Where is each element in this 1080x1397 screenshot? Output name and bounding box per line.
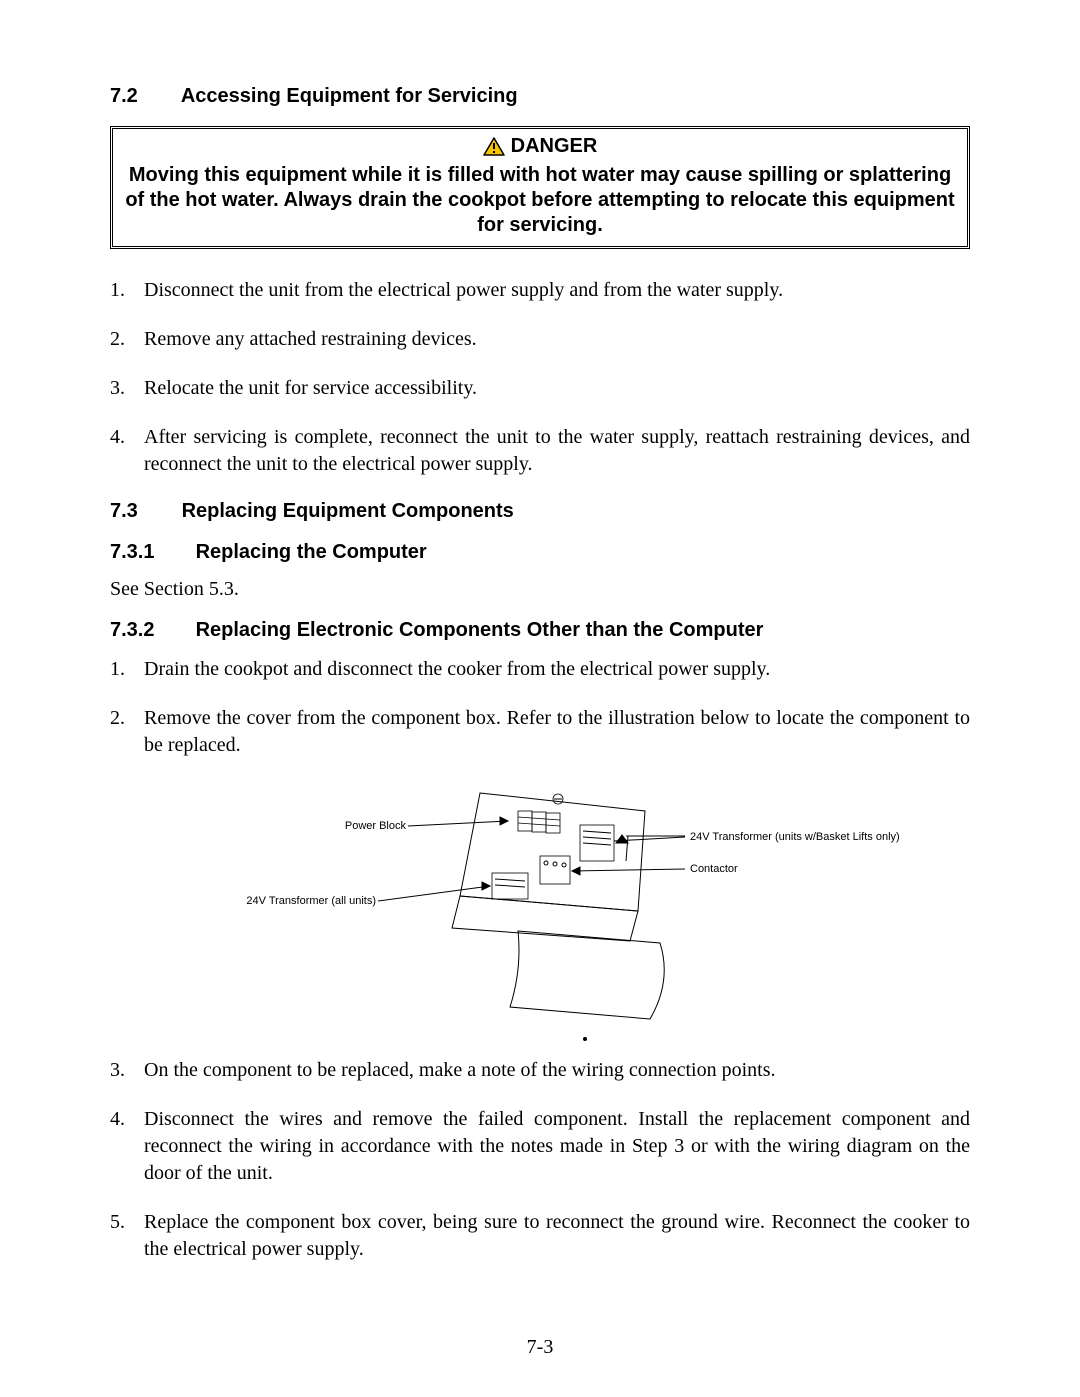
list-item: 3.On the component to be replaced, make … [110, 1057, 970, 1084]
page-number: 7-3 [0, 1336, 1080, 1359]
heading-7-3: 7.3 Replacing Equipment Components [110, 500, 970, 523]
steps-7-3-2-a: 1.Drain the cookpot and disconnect the c… [110, 656, 970, 759]
heading-7-3-number: 7.3 [110, 500, 176, 523]
heading-7-3-title: Replacing Equipment Components [182, 500, 514, 522]
heading-7-2: 7.2 Accessing Equipment for Servicing [110, 85, 970, 108]
label-transformer-all: 24V Transformer (all units) [246, 895, 376, 907]
heading-7-3-2: 7.3.2 Replacing Electronic Components Ot… [110, 619, 970, 642]
steps-7-3-2-b: 3.On the component to be replaced, make … [110, 1057, 970, 1263]
list-item: 2.Remove any attached restraining device… [110, 326, 970, 353]
heading-7-3-2-title: Replacing Electronic Components Other th… [196, 619, 764, 641]
component-box-diagram: Power Block 24V Transformer (all units) … [160, 781, 920, 1051]
heading-7-2-number: 7.2 [110, 85, 176, 108]
steps-7-2: 1.Disconnect the unit from the electrica… [110, 277, 970, 478]
list-item: 1.Disconnect the unit from the electrica… [110, 277, 970, 304]
list-item: 4.After servicing is complete, reconnect… [110, 424, 970, 478]
list-item: 3.Relocate the unit for service accessib… [110, 375, 970, 402]
label-transformer-lifts: 24V Transformer (units w/Basket Lifts on… [690, 831, 900, 843]
heading-7-2-title: Accessing Equipment for Servicing [181, 85, 518, 107]
warning-icon [483, 137, 505, 156]
list-item: 4.Disconnect the wires and remove the fa… [110, 1106, 970, 1187]
see-section-text: See Section 5.3. [110, 578, 970, 601]
heading-7-3-1-number: 7.3.1 [110, 541, 190, 564]
document-page: 7.2 Accessing Equipment for Servicing DA… [0, 0, 1080, 1397]
list-item: 5.Replace the component box cover, being… [110, 1209, 970, 1263]
heading-7-3-1-title: Replacing the Computer [196, 541, 427, 563]
heading-7-3-1: 7.3.1 Replacing the Computer [110, 541, 970, 564]
list-item: 1.Drain the cookpot and disconnect the c… [110, 656, 970, 683]
list-item: 2.Remove the cover from the component bo… [110, 705, 970, 759]
heading-7-3-2-number: 7.3.2 [110, 619, 190, 642]
danger-label: DANGER [511, 135, 598, 158]
label-contactor: Contactor [690, 863, 738, 875]
danger-header: DANGER [483, 135, 598, 158]
danger-body: Moving this equipment while it is filled… [123, 163, 957, 238]
label-power-block: Power Block [345, 820, 407, 832]
danger-callout: DANGER Moving this equipment while it is… [110, 126, 970, 249]
